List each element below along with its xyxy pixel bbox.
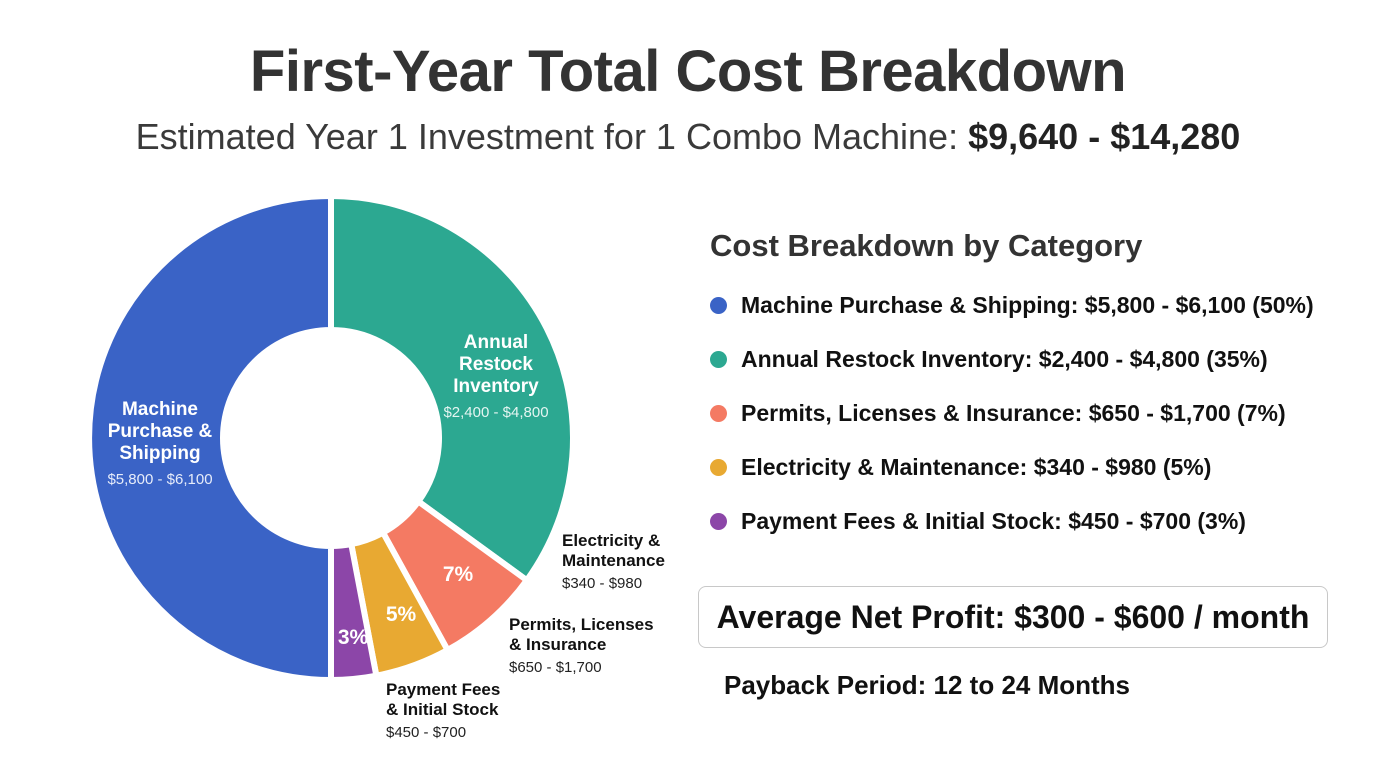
legend-item-text: Annual Restock Inventory: $2,400 - $4,80… <box>741 345 1268 372</box>
legend-item: Permits, Licenses & Insurance: $650 - $1… <box>710 386 1360 440</box>
legend-item-text: Machine Purchase & Shipping: $5,800 - $6… <box>741 291 1314 318</box>
legend-item: Machine Purchase & Shipping: $5,800 - $6… <box>710 278 1360 332</box>
legend-item: Electricity & Maintenance: $340 - $980 (… <box>710 440 1360 494</box>
chart-title: First-Year Total Cost Breakdown <box>249 39 1127 104</box>
slice-external-value: $450 - $700 <box>386 724 466 741</box>
legend-color-dot <box>710 458 727 476</box>
slice-label: Machine <box>122 399 198 420</box>
slice-percent-label: 3% <box>338 626 369 649</box>
slice-external-label: Electricity & <box>562 531 660 550</box>
slice-annual-restock-inventory <box>328 193 576 584</box>
legend-item-text: Permits, Licenses & Insurance: $650 - $1… <box>741 399 1286 426</box>
legend-color-dot <box>710 350 727 368</box>
slice-label: Restock <box>459 354 533 375</box>
legend-list: Machine Purchase & Shipping: $5,800 - $6… <box>710 278 1360 548</box>
profit-box: Average Net Profit: $300 - $600 / month <box>698 586 1328 648</box>
subtitle-prefix: Estimated Year 1 Investment for 1 Combo … <box>135 116 969 157</box>
payback-period: Payback Period: 12 to 24 Months <box>724 670 1131 700</box>
slice-external-value: $650 - $1,700 <box>509 659 602 676</box>
legend-item: Annual Restock Inventory: $2,400 - $4,80… <box>710 332 1360 386</box>
slice-external-label: & Insurance <box>509 635 606 654</box>
legend-title: Cost Breakdown by Category <box>710 228 1143 263</box>
slice-percent-label: 7% <box>443 563 474 586</box>
slice-value-label: $5,800 - $6,100 <box>107 471 212 488</box>
legend-item-text: Payment Fees & Initial Stock: $450 - $70… <box>741 507 1246 534</box>
legend-item: Payment Fees & Initial Stock: $450 - $70… <box>710 494 1360 548</box>
slice-label: Purchase & <box>108 421 213 442</box>
slice-external-label: & Initial Stock <box>386 700 499 719</box>
subtitle-amount: $9,640 - $14,280 <box>968 116 1241 157</box>
slice-label: Annual <box>464 332 528 353</box>
slice-percent-label: 5% <box>386 603 417 626</box>
legend-item-text: Electricity & Maintenance: $340 - $980 (… <box>741 453 1212 480</box>
slice-external-label: Maintenance <box>562 551 665 570</box>
chart-subtitle: Estimated Year 1 Investment for 1 Combo … <box>0 116 1376 158</box>
legend-color-dot <box>710 296 727 314</box>
legend-color-dot <box>710 512 727 530</box>
slice-external-value: $340 - $980 <box>562 575 642 592</box>
slice-machine-purchase-shipping <box>86 193 334 683</box>
slice-label: Shipping <box>119 443 200 464</box>
slice-value-label: $2,400 - $4,800 <box>443 404 548 421</box>
slice-external-label: Payment Fees <box>386 680 500 699</box>
legend: Cost Breakdown by Category Machine Purch… <box>710 228 1360 548</box>
legend-color-dot <box>710 404 727 422</box>
slice-label: Inventory <box>453 376 539 397</box>
slice-external-label: Permits, Licenses <box>509 615 654 634</box>
